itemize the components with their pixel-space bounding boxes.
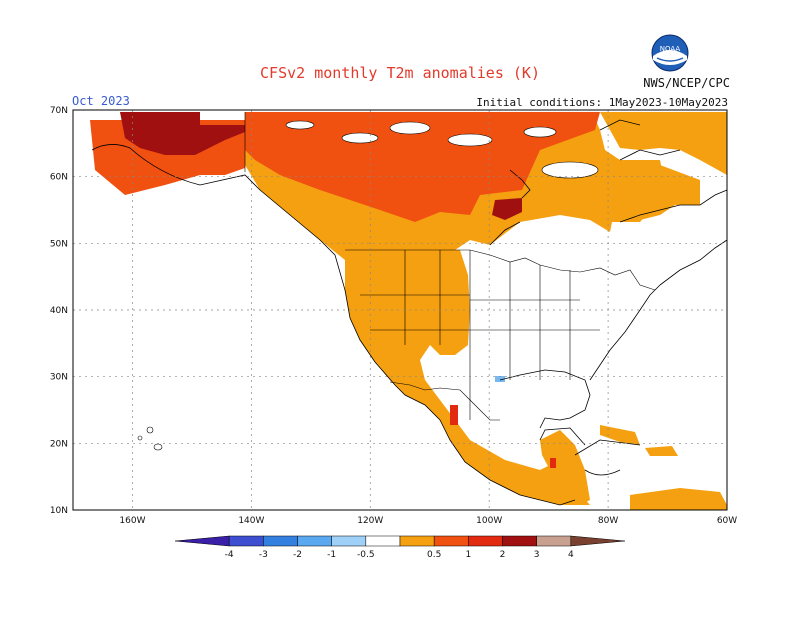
coastlines (91, 119, 728, 506)
lon-tick-label: 120W (357, 516, 383, 526)
legend-swatch (502, 535, 537, 547)
legend-tick-label: 4 (568, 550, 574, 560)
legend-swatch (174, 535, 230, 547)
anomaly-region-west-us (345, 250, 590, 505)
legend-tick-label: 1 (465, 550, 471, 560)
legend-swatch (536, 535, 572, 547)
anomaly-spot-mexico-red (450, 405, 458, 425)
legend-tick-label: 3 (534, 550, 540, 560)
legend-tick-label: -3 (259, 550, 268, 560)
anomaly-region-south-america (630, 488, 727, 510)
legend-swatch (297, 535, 332, 547)
legend-tick-label: 2 (500, 550, 506, 560)
legend-swatch (570, 535, 626, 547)
lat-tick-label: 40N (50, 306, 68, 316)
anomaly-region-central-america (540, 430, 590, 505)
figure-title: CFSv2 monthly T2m anomalies (K) (260, 64, 540, 82)
legend-swatch (468, 535, 503, 547)
legend-swatch (365, 535, 401, 547)
svg-text:NOAA: NOAA (660, 45, 681, 53)
legend-tick-label: -2 (293, 550, 302, 560)
legend-swatch (433, 535, 469, 547)
axis-labels: 160W 140W 120W 100W 80W 60W 70N 60N 50N 40N 30N 20N… (50, 106, 737, 526)
legend-tick-label: -0.5 (357, 550, 375, 560)
arctic-islands (137, 120, 599, 451)
lat-tick-label: 10N (50, 506, 68, 516)
lat-tick-label: 70N (50, 106, 68, 116)
lat-tick-label: 20N (50, 439, 68, 449)
forecast-month: Oct 2023 (72, 94, 130, 108)
legend-tick-label: 0.5 (427, 550, 441, 560)
anomaly-spot-texas-blue (495, 376, 505, 382)
color-legend: -4 -3 -2 -1 -0.5 0.5 1 2 3 4 (174, 535, 626, 560)
anomaly-region-quebec-darkred (492, 198, 522, 220)
lat-tick-label: 60N (50, 173, 68, 183)
political-borders (244, 112, 656, 421)
legend-tick-label: -4 (225, 550, 234, 560)
anomaly-region-labrador (600, 112, 727, 175)
anomaly-region-hispaniola (645, 446, 678, 456)
lon-tick-label: 140W (238, 516, 264, 526)
legend-swatch (331, 535, 367, 547)
anomaly-region-labrador-east (612, 160, 700, 222)
lat-tick-label: 30N (50, 373, 68, 383)
lon-tick-label: 160W (119, 516, 145, 526)
graticule (72, 109, 728, 511)
lon-tick-label: 100W (476, 516, 502, 526)
organization-label: NWS/NCEP/CPC (643, 76, 730, 90)
initial-conditions: Initial conditions: 1May2023-10May2023 (476, 96, 728, 109)
anomaly-region-alaska-darkred (120, 112, 245, 155)
legend-swatch (228, 535, 264, 547)
legend-tick-label: -1 (327, 550, 336, 560)
anomaly-spot-guatemala-red (550, 458, 556, 468)
map-frame (72, 109, 728, 511)
anomaly-region-caribbean (600, 425, 640, 445)
lat-tick-label: 50N (50, 239, 68, 249)
noaa-logo-icon: NOAA (651, 34, 689, 72)
legend-swatch (399, 535, 435, 547)
legend-swatch (263, 535, 298, 547)
lon-tick-label: 80W (598, 516, 618, 526)
lon-tick-label: 60W (717, 516, 737, 526)
